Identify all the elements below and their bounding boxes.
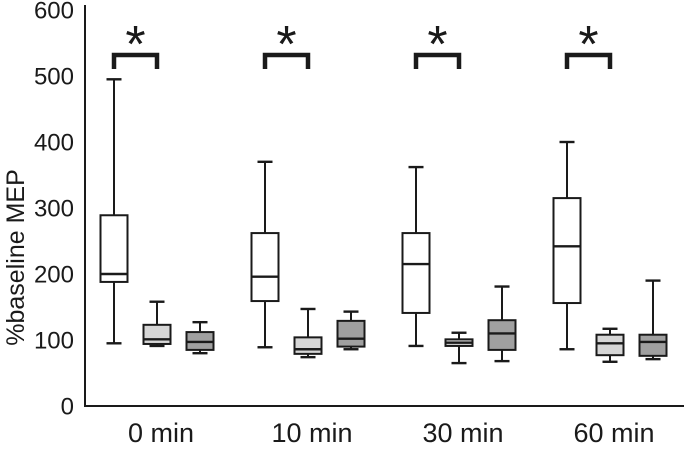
box-light-gray-box-series-0-min [142, 323, 172, 345]
y-tick-label-300: 300 [34, 195, 74, 222]
y-tick-label-400: 400 [34, 129, 74, 156]
x-category-label-30-min: 30 min [422, 418, 503, 448]
significance-bracket-60-min [564, 52, 613, 69]
box-dark-gray-box-series-60-min [638, 333, 668, 357]
significance-asterisk-30-min: * [427, 16, 447, 74]
y-tick-label-100: 100 [34, 327, 74, 354]
y-tick-label-0: 0 [61, 393, 74, 420]
y-tick-label-500: 500 [34, 63, 74, 90]
y-tick-label-200: 200 [34, 261, 74, 288]
x-category-label-0-min: 0 min [128, 418, 194, 448]
box-light-gray-box-series-10-min [293, 336, 323, 355]
y-axis-label: %baseline MEP [2, 169, 30, 345]
significance-bracket-0-min [111, 52, 160, 69]
significance-bracket-10-min [262, 52, 311, 69]
significance-asterisk-10-min: * [276, 16, 296, 74]
box-dark-gray-box-series-30-min [487, 319, 517, 351]
box-white-box-series-0-min [99, 214, 129, 283]
box-white-box-series-10-min [250, 232, 280, 303]
significance-bracket-30-min [413, 52, 462, 69]
x-category-label-10-min: 10 min [271, 418, 352, 448]
box-dark-gray-box-series-10-min [336, 319, 366, 348]
significance-asterisk-0-min: * [125, 16, 145, 74]
box-white-box-series-60-min [552, 197, 582, 305]
box-white-box-series-30-min [401, 232, 431, 314]
x-category-label-60-min: 60 min [573, 418, 654, 448]
significance-asterisk-60-min: * [578, 16, 598, 74]
box-light-gray-box-series-60-min [595, 333, 625, 357]
y-tick-label-600: 600 [34, 0, 74, 24]
